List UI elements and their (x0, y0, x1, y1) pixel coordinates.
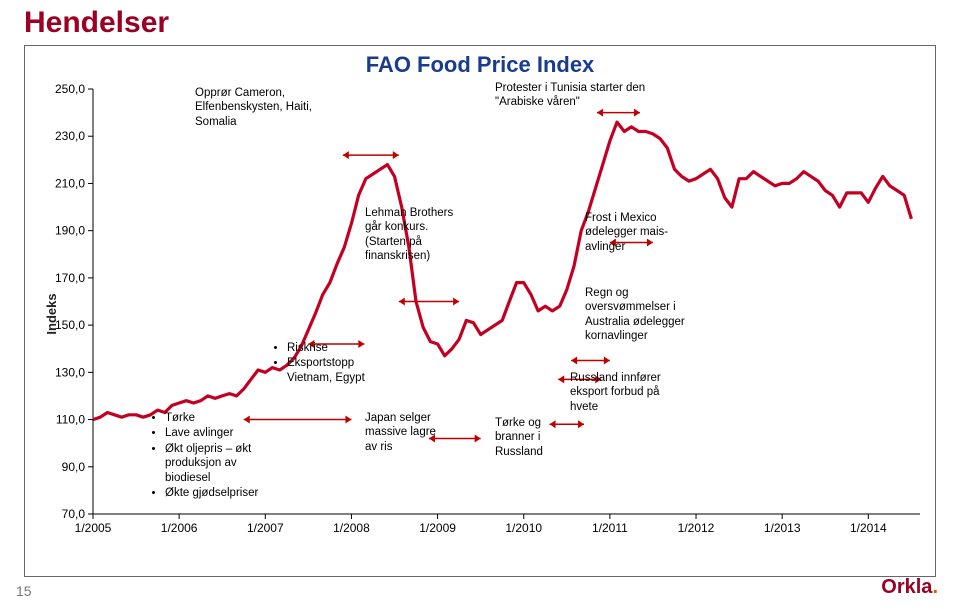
svg-text:1/2006: 1/2006 (161, 521, 198, 535)
ann-russland-eksport-text: Russland innfører eksport forbud på hvet… (570, 372, 661, 413)
svg-text:1/2013: 1/2013 (764, 521, 801, 535)
svg-text:190,0: 190,0 (55, 224, 85, 238)
svg-text:1/2009: 1/2009 (419, 521, 456, 535)
ann-torke-russland: Tørke og branner i Russland (495, 416, 570, 459)
svg-text:1/2014: 1/2014 (850, 521, 887, 535)
svg-text:1/2012: 1/2012 (678, 521, 715, 535)
svg-text:210,0: 210,0 (55, 176, 85, 190)
svg-text:150,0: 150,0 (55, 318, 85, 332)
svg-text:1/2005: 1/2005 (75, 521, 112, 535)
ann-torke-russland-text: Tørke og branner i Russland (495, 417, 543, 458)
slide-number: 15 (16, 583, 32, 599)
ann-regn: Regn og oversvømmelser i Australia ødele… (585, 286, 695, 344)
svg-text:110,0: 110,0 (56, 413, 85, 427)
svg-text:1/2010: 1/2010 (505, 521, 542, 535)
ann-regn-text: Regn og oversvømmelser i Australia ødele… (585, 287, 685, 342)
chart-title: FAO Food Price Index (25, 52, 935, 78)
ann-frost-text: Frost i Mexico ødelegger mais-avlinger (585, 212, 668, 253)
ann-biodiesel: Tørke Lave avlinger Økt oljepris – økt p… (153, 411, 273, 501)
ann-biodiesel-l3: Økt oljepris – økt produksjon av biodies… (165, 442, 273, 485)
ann-riskrise-l2: Eksportstopp Vietnam, Egypt (287, 356, 375, 385)
ann-biodiesel-l2: Lave avlinger (165, 426, 273, 440)
svg-text:170,0: 170,0 (55, 271, 85, 285)
slide-title: Hendelser (24, 6, 169, 40)
svg-text:130,0: 130,0 (55, 365, 85, 379)
ann-japan: Japan selger massive lagre av ris (365, 411, 450, 454)
svg-text:1/2008: 1/2008 (333, 521, 370, 535)
ann-tunisia-l1: Protester i Tunisia starter den (495, 82, 645, 94)
svg-text:250,0: 250,0 (55, 82, 85, 96)
ann-tunisia-l2: "Arabiske våren" (495, 96, 580, 108)
ann-riskrise-l1: Riskrise (287, 341, 375, 355)
ann-lehman: Lehman Brothers går konkurs. (Starten på… (365, 206, 455, 264)
slide: Hendelser FAO Food Price Index 70,0 90,0 1… (0, 0, 960, 609)
logo: Orkla. (881, 576, 938, 599)
svg-text:90,0: 90,0 (62, 460, 86, 474)
logo-dot-icon: . (932, 576, 938, 598)
ann-frost: Frost i Mexico ødelegger mais-avlinger (585, 211, 695, 254)
ann-cameroon-text: Opprør Cameron, Elfenbenskysten, Haiti, … (195, 87, 312, 128)
chart-plot: 70,0 90,0 110,0 130,0 150,0 170,0 190,0 210,0 23… (25, 81, 935, 546)
ann-riskrise: Riskrise Eksportstopp Vietnam, Egypt (275, 341, 375, 386)
ann-russland-eksport: Russland innfører eksport forbud på hvet… (570, 371, 680, 414)
ann-biodiesel-l1: Tørke (165, 411, 273, 425)
chart-frame: FAO Food Price Index 70,0 90,0 110,0 130,0 1… (24, 45, 936, 577)
ann-biodiesel-l4: Økte gjødselpriser (165, 486, 273, 500)
logo-text: Orkla (881, 576, 932, 598)
svg-text:230,0: 230,0 (55, 129, 85, 143)
ann-japan-text: Japan selger massive lagre av ris (365, 412, 436, 453)
ann-cameroon: Opprør Cameron, Elfenbenskysten, Haiti, … (195, 86, 315, 129)
ann-lehman-text: Lehman Brothers går konkurs. (Starten på… (365, 207, 453, 262)
chart-ylabel: Indeks (44, 293, 59, 334)
ann-tunisia: Protester i Tunisia starter den "Arabisk… (495, 81, 685, 110)
svg-text:1/2007: 1/2007 (247, 521, 284, 535)
svg-text:1/2011: 1/2011 (592, 521, 628, 535)
svg-text:70,0: 70,0 (62, 507, 86, 521)
